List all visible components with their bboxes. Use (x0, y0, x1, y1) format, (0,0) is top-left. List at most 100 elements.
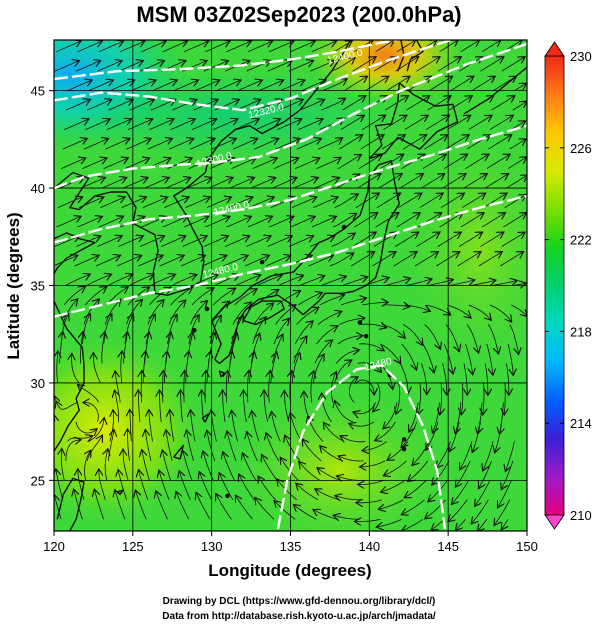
streamline (78, 385, 100, 403)
streamline (172, 275, 196, 286)
streamline (226, 217, 251, 228)
streamline (252, 318, 266, 345)
streamline (85, 451, 91, 481)
streamline (102, 333, 105, 364)
streamline (447, 304, 470, 317)
streamline (244, 256, 269, 267)
streamline (79, 197, 103, 208)
streamline (228, 197, 252, 208)
streamline (131, 80, 155, 92)
streamline (319, 295, 344, 306)
streamline (62, 139, 87, 150)
streamline (60, 158, 85, 169)
streamline (298, 293, 321, 306)
streamline (383, 116, 407, 130)
streamline (191, 288, 213, 306)
streamline (138, 391, 140, 422)
warm-region-south (54, 335, 205, 525)
streamline (98, 217, 123, 228)
streamline (317, 138, 342, 150)
streamline (481, 41, 500, 53)
x-axis-label: Longitude (degrees) (208, 561, 371, 580)
streamline (298, 119, 322, 130)
colorbar: 210 214 218 222 226 230 (544, 41, 592, 530)
lat-lon-grid (54, 40, 527, 531)
streamline (285, 436, 301, 462)
y-tick-label: 45 (31, 84, 45, 99)
streamline (362, 302, 387, 305)
streamline (141, 41, 166, 53)
streamline (485, 363, 488, 394)
streamline (190, 139, 214, 150)
streamline (421, 363, 426, 393)
streamline (145, 315, 155, 345)
streamline (250, 334, 259, 364)
streamline (226, 41, 251, 53)
colorbar-tick-label: 226 (570, 141, 592, 156)
streamline (264, 391, 268, 422)
streamline (206, 197, 231, 208)
streamline (442, 363, 447, 394)
streamline (152, 80, 177, 92)
streamline (294, 322, 312, 345)
streamline (332, 41, 351, 53)
streamline (311, 372, 314, 403)
streamline (449, 499, 468, 521)
streamline (247, 433, 258, 462)
streamline (88, 419, 104, 442)
streamline (483, 194, 507, 208)
streamline (461, 382, 462, 414)
streamline (488, 135, 511, 150)
streamline (313, 197, 337, 208)
streamline (280, 80, 304, 92)
streamline (247, 217, 272, 228)
streamline (67, 80, 91, 92)
streamline (85, 287, 107, 306)
streamline (227, 432, 237, 462)
streamline (507, 157, 526, 169)
coastline-segment (54, 171, 127, 211)
streamline (491, 96, 515, 111)
streamline (405, 480, 427, 497)
streamline (161, 236, 185, 247)
streamline (460, 441, 473, 469)
streamline (75, 421, 96, 433)
streamline (361, 460, 386, 467)
streamline (190, 301, 206, 325)
streamline (97, 61, 121, 72)
streamline (275, 305, 296, 325)
streamline (341, 436, 366, 442)
streamline (159, 471, 170, 500)
streamline (421, 174, 444, 189)
streamline (214, 100, 239, 111)
streamline (75, 61, 100, 72)
streamline (437, 233, 461, 247)
streamline (343, 77, 367, 92)
streamline (145, 333, 149, 364)
streamline (352, 57, 376, 72)
streamline (252, 412, 260, 442)
streamline (314, 178, 339, 189)
streamline (296, 308, 318, 325)
streamline (416, 233, 440, 247)
streamline (156, 492, 168, 520)
streamline (249, 197, 274, 208)
streamline (506, 176, 527, 189)
streamline (209, 316, 221, 345)
streamline (170, 288, 192, 306)
streamline (247, 41, 272, 53)
streamline (357, 362, 381, 372)
streamline (447, 116, 470, 130)
streamline (399, 174, 423, 189)
streamline (348, 377, 357, 403)
streamline (61, 450, 64, 481)
streamline (191, 411, 196, 442)
streamline (176, 492, 190, 520)
streamline (212, 289, 235, 306)
streamline (284, 391, 290, 423)
streamline (109, 80, 134, 92)
coastline-segment (54, 232, 96, 275)
y-tick-label: 30 (31, 376, 45, 391)
streamline (121, 352, 122, 383)
streamline (480, 57, 504, 72)
